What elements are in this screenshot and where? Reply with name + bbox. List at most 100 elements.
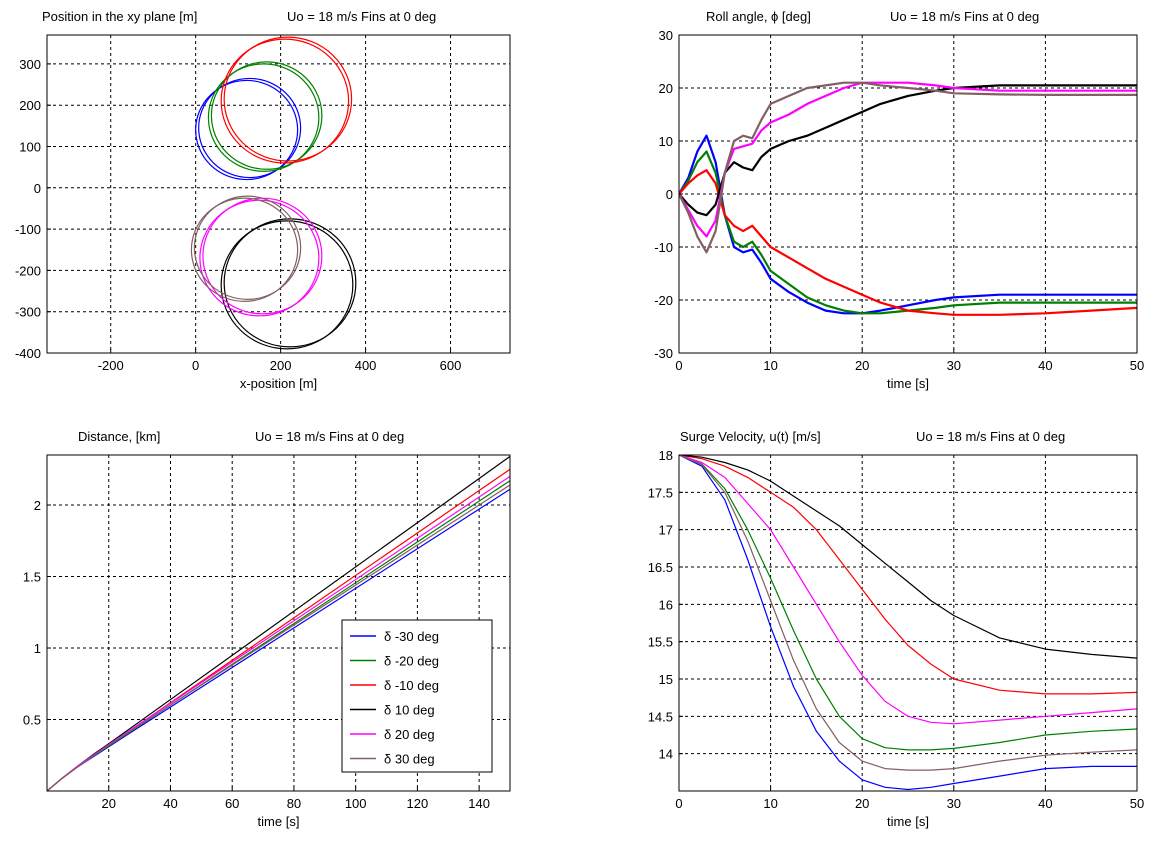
y-tick-label: -200 xyxy=(15,263,41,278)
x-tick-label: 100 xyxy=(345,796,367,811)
y-tick-label: 100 xyxy=(19,140,41,155)
legend-entry: δ -30 deg xyxy=(384,629,439,644)
chart-subtitle: Uo = 18 m/s Fins at 0 deg xyxy=(890,9,1039,24)
legend: δ -30 deg δ -20 deg δ -10 deg δ 10 deg δ 20 … xyxy=(341,619,493,773)
x-tick-label: 600 xyxy=(440,358,462,373)
series-line-2 xyxy=(207,63,320,172)
chart-title: Roll angle, ϕ [deg] xyxy=(706,9,811,24)
y-tick-label: 200 xyxy=(19,98,41,113)
x-tick-label: 50 xyxy=(1130,358,1144,373)
y-tick-label: 1 xyxy=(34,641,41,656)
series-line-5 xyxy=(679,455,1137,725)
x-axis-label: time [s] xyxy=(887,814,929,829)
y-tick-label: 0 xyxy=(34,181,41,196)
y-tick-label: 30 xyxy=(659,28,673,43)
x-tick-label: 40 xyxy=(1038,358,1052,373)
series-line-3 xyxy=(679,169,1137,316)
y-tick-label: 15.5 xyxy=(648,635,673,650)
series-line-3 xyxy=(220,38,350,164)
chart-3: Distance, [km] Uo = 18 m/s Fins at 0 deg 2… xyxy=(23,429,511,829)
series-line-6 xyxy=(679,455,1137,771)
series-line-1-lap xyxy=(198,77,302,179)
x-tick-label: 0 xyxy=(675,358,682,373)
series-line-5 xyxy=(679,81,1137,238)
series-line-1 xyxy=(679,134,1137,315)
x-tick-label: 10 xyxy=(763,796,777,811)
legend-entry: δ 20 deg xyxy=(384,727,435,742)
series-line-6 xyxy=(679,81,1137,254)
x-tick-label: 20 xyxy=(855,358,869,373)
legend-entry: δ -20 deg xyxy=(384,654,439,669)
chart-title: Surge Velocity, u(t) [m/s] xyxy=(680,429,821,444)
series-line-6 xyxy=(47,484,510,791)
x-axis-label: time [s] xyxy=(258,814,300,829)
y-tick-label: 2 xyxy=(34,498,41,513)
y-tick-label: 17.5 xyxy=(648,485,673,500)
plot-frame xyxy=(678,454,1138,792)
series-line-2 xyxy=(679,455,1137,751)
series-line-6-lap xyxy=(193,195,302,300)
series-line-1 xyxy=(679,455,1137,791)
y-tick-label: 17 xyxy=(659,523,673,538)
x-tick-label: 0 xyxy=(675,796,682,811)
x-tick-label: 40 xyxy=(1038,796,1052,811)
y-tick-label: -300 xyxy=(15,305,41,320)
series-group xyxy=(679,455,1137,791)
y-tick-label: 10 xyxy=(659,134,673,149)
chart-1: Position in the xy plane [m] Uo = 18 m/s … xyxy=(15,9,511,391)
x-axis-label: x-position [m] xyxy=(240,376,317,391)
y-tick-label: -400 xyxy=(15,346,41,361)
y-tick-label: 0.5 xyxy=(23,713,41,728)
series-line-4 xyxy=(679,455,1137,659)
x-tick-label: 60 xyxy=(225,796,239,811)
chart-4: Surge Velocity, u(t) [m/s] Uo = 18 m/s Fi… xyxy=(648,429,1145,829)
y-tick-label: -10 xyxy=(654,240,673,255)
y-tick-label: -20 xyxy=(654,293,673,308)
y-tick-label: -30 xyxy=(654,346,673,361)
y-tick-label: 16 xyxy=(659,597,673,612)
y-tick-label: 14.5 xyxy=(648,709,673,724)
plot-frame xyxy=(46,454,511,792)
series-line-4-lap xyxy=(223,218,357,348)
y-tick-label: 16.5 xyxy=(648,560,673,575)
series-line-3 xyxy=(679,455,1137,695)
series-group xyxy=(679,81,1137,316)
series-line-2-lap xyxy=(210,61,323,170)
legend-entry: δ 30 deg xyxy=(384,752,435,767)
x-tick-label: 80 xyxy=(287,796,301,811)
x-tick-label: 20 xyxy=(101,796,115,811)
series-line-2 xyxy=(679,150,1137,315)
series-line-1 xyxy=(195,79,299,181)
chart-subtitle: Uo = 18 m/s Fins at 0 deg xyxy=(287,9,436,24)
series-group xyxy=(190,36,357,350)
x-tick-label: 50 xyxy=(1130,796,1144,811)
x-tick-label: 200 xyxy=(270,358,292,373)
x-tick-label: 120 xyxy=(407,796,429,811)
y-tick-label: 18 xyxy=(659,448,673,463)
series-group xyxy=(47,455,510,791)
plot-frame xyxy=(46,34,511,354)
series-line-4 xyxy=(679,84,1137,217)
x-tick-label: 400 xyxy=(355,358,377,373)
x-tick-label: 30 xyxy=(947,796,961,811)
chart-subtitle: Uo = 18 m/s Fins at 0 deg xyxy=(916,429,1065,444)
x-axis-label: time [s] xyxy=(887,376,929,391)
x-tick-label: 140 xyxy=(468,796,490,811)
chart-title: Position in the xy plane [m] xyxy=(42,9,197,24)
chart-subtitle: Uo = 18 m/s Fins at 0 deg xyxy=(255,429,404,444)
y-tick-label: 300 xyxy=(19,57,41,72)
legend-box xyxy=(341,619,493,773)
chart-title: Distance, [km] xyxy=(78,429,160,444)
series-line-4 xyxy=(220,220,354,350)
chart-2: Roll angle, ϕ [deg] Uo = 18 m/s Fins at 0… xyxy=(654,9,1144,391)
x-tick-label: 30 xyxy=(947,358,961,373)
y-tick-label: 15 xyxy=(659,672,673,687)
legend-entry: δ -10 deg xyxy=(384,678,439,693)
y-tick-label: 14 xyxy=(659,747,673,762)
y-tick-label: 20 xyxy=(659,81,673,96)
x-tick-label: 0 xyxy=(192,358,199,373)
y-tick-label: 0 xyxy=(666,187,673,202)
legend-entry: δ 10 deg xyxy=(384,703,435,718)
series-line-3-lap xyxy=(223,36,353,162)
